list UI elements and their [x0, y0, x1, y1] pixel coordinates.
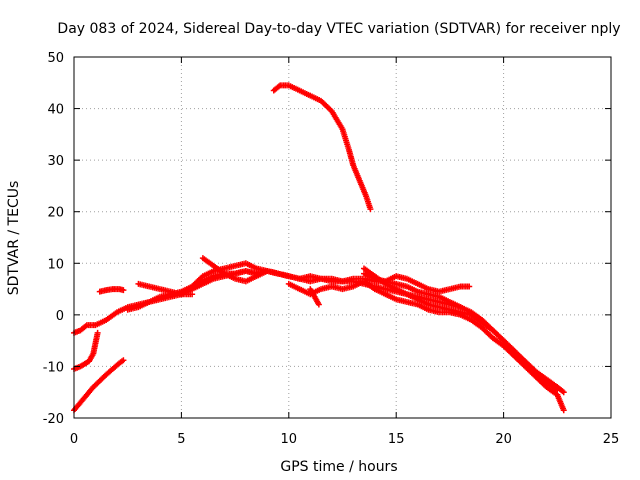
x-tick-label: 20	[495, 432, 512, 447]
y-tick-label: 50	[47, 51, 64, 66]
grid	[74, 57, 611, 418]
y-axis-label: SDTVAR / TECUs	[6, 181, 22, 296]
ticks: 0 5 10 15 20 25 -20 -10 0 10 20 30 40 50	[43, 51, 620, 447]
series-arc-2	[71, 329, 101, 373]
x-tick-label: 15	[388, 432, 405, 447]
data-points	[71, 82, 567, 414]
data-point	[189, 291, 196, 298]
y-tick-label: -20	[43, 412, 64, 427]
data-point	[120, 357, 127, 364]
data-point	[94, 329, 101, 336]
series-arc-11	[307, 286, 322, 308]
x-tick-label: 0	[70, 432, 78, 447]
data-point	[560, 389, 567, 396]
data-point	[367, 206, 374, 213]
plot-frame	[73, 56, 612, 419]
y-tick-label: -10	[43, 360, 64, 375]
series-arc-6	[135, 280, 196, 298]
y-tick-label: 0	[56, 309, 64, 324]
data-point	[466, 283, 473, 290]
data-point	[560, 407, 567, 414]
data-point	[120, 287, 127, 294]
data-point	[554, 386, 561, 393]
chart-title: Day 083 of 2024, Sidereal Day-to-day VTE…	[57, 21, 620, 37]
series-arc-4	[96, 286, 127, 295]
y-tick-label: 30	[47, 154, 64, 169]
y-tick-label: 40	[47, 103, 64, 118]
x-tick-label: 5	[177, 432, 185, 447]
x-tick-label: 25	[603, 432, 620, 447]
x-tick-label: 10	[281, 432, 298, 447]
y-tick-label: 10	[47, 257, 64, 272]
x-axis-label: GPS time / hours	[280, 459, 397, 475]
y-tick-label: 20	[47, 206, 64, 221]
series-arc-1	[71, 357, 127, 414]
data-point	[315, 301, 322, 308]
series-arc-9	[270, 82, 374, 213]
series-arc-13	[360, 265, 561, 393]
